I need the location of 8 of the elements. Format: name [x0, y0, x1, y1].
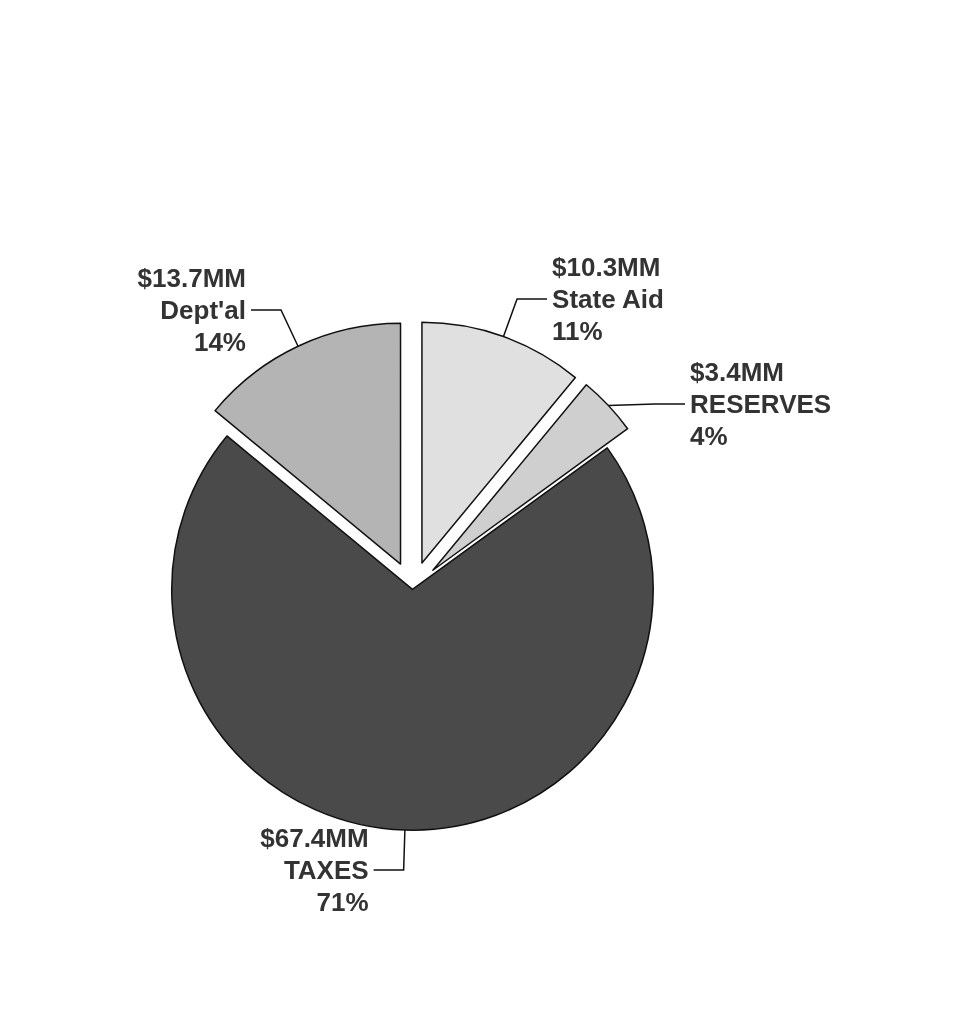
slice-label: $67.4MM TAXES	[260, 823, 369, 886]
data-label: 71%	[316, 887, 369, 918]
data-label: 14%	[193, 327, 246, 358]
slice-label: $10.3MM State Aid	[552, 251, 664, 314]
data-label: 4%	[690, 421, 728, 452]
slice-label: $3.4MM RESERVES	[690, 357, 832, 420]
slice-label: $13.7MM Dept'al	[137, 263, 246, 326]
data-label: 11%	[552, 315, 603, 346]
